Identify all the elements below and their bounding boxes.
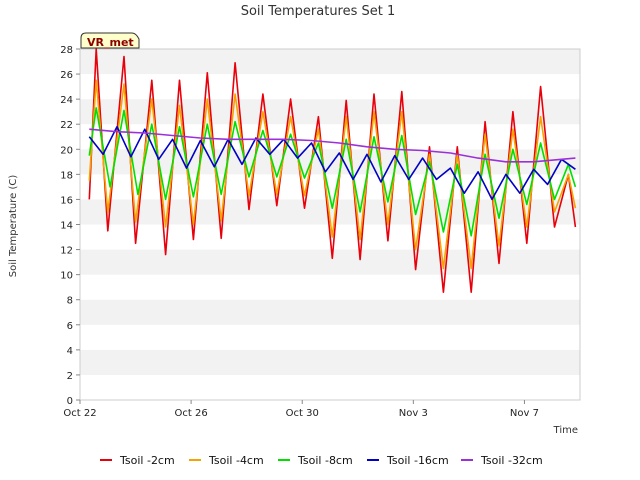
series-line-tsoil-4cm: [88, 79, 577, 270]
y-tick-label: 16: [60, 195, 73, 206]
legend: Tsoil -2cm Tsoil -4cm Tsoil -8cm Tsoil -16c…: [100, 454, 543, 467]
y-tick-label: 28: [60, 45, 73, 56]
grid-band: [80, 374, 580, 400]
x-tick-label: Nov 7: [510, 408, 539, 419]
grid-band: [80, 324, 580, 350]
grid-band: [80, 299, 580, 325]
series-line-tsoil-8cm: [88, 107, 577, 237]
x-tick-label: Oct 30: [286, 408, 319, 419]
grid-band: [80, 124, 580, 150]
legend-label: Tsoil -2cm: [119, 454, 175, 467]
x-tick-label: Oct 22: [63, 408, 96, 419]
x-axis-label: Time: [553, 425, 578, 436]
grid-band: [80, 74, 580, 100]
y-tick-label: 10: [60, 271, 73, 282]
x-tick-label: Nov 3: [399, 408, 428, 419]
legend-label: Tsoil -8cm: [297, 454, 353, 467]
legend-label: Tsoil -32cm: [480, 454, 543, 467]
y-tick-label: 12: [60, 246, 73, 257]
y-tick-label: 24: [60, 95, 73, 106]
station-badge-label: VR_met: [87, 36, 134, 49]
grid-band: [80, 249, 580, 275]
y-tick-label: 6: [67, 321, 73, 332]
legend-label: Tsoil -16cm: [386, 454, 449, 467]
y-tick-label: 2: [67, 371, 73, 382]
grid-band: [80, 49, 580, 75]
y-tick-label: 8: [67, 296, 73, 307]
x-axis-ticks: Oct 22 Oct 26 Oct 30 Nov 3 Nov 7: [63, 400, 539, 419]
station-badge: VR_met: [80, 32, 140, 49]
y-tick-label: 0: [67, 396, 73, 407]
grid-band: [80, 274, 580, 300]
y-tick-label: 18: [60, 170, 73, 181]
y-tick-label: 14: [60, 221, 73, 232]
legend-label: Tsoil -4cm: [208, 454, 264, 467]
series-lines: [88, 48, 577, 293]
series-line-tsoil-16cm: [88, 125, 576, 201]
y-tick-label: 26: [60, 70, 73, 81]
x-tick-label: Oct 26: [175, 408, 208, 419]
series-line-tsoil-2cm: [88, 48, 577, 293]
grid-band: [80, 349, 580, 375]
y-tick-label: 4: [67, 346, 73, 357]
y-axis-label: Soil Temperature (C): [8, 175, 19, 278]
grid-band: [80, 99, 580, 125]
series-line-tsoil-32cm: [89, 128, 576, 163]
chart-title: Soil Temperatures Set 1: [241, 4, 396, 19]
y-tick-label: 22: [60, 120, 73, 131]
y-tick-label: 20: [60, 145, 73, 156]
